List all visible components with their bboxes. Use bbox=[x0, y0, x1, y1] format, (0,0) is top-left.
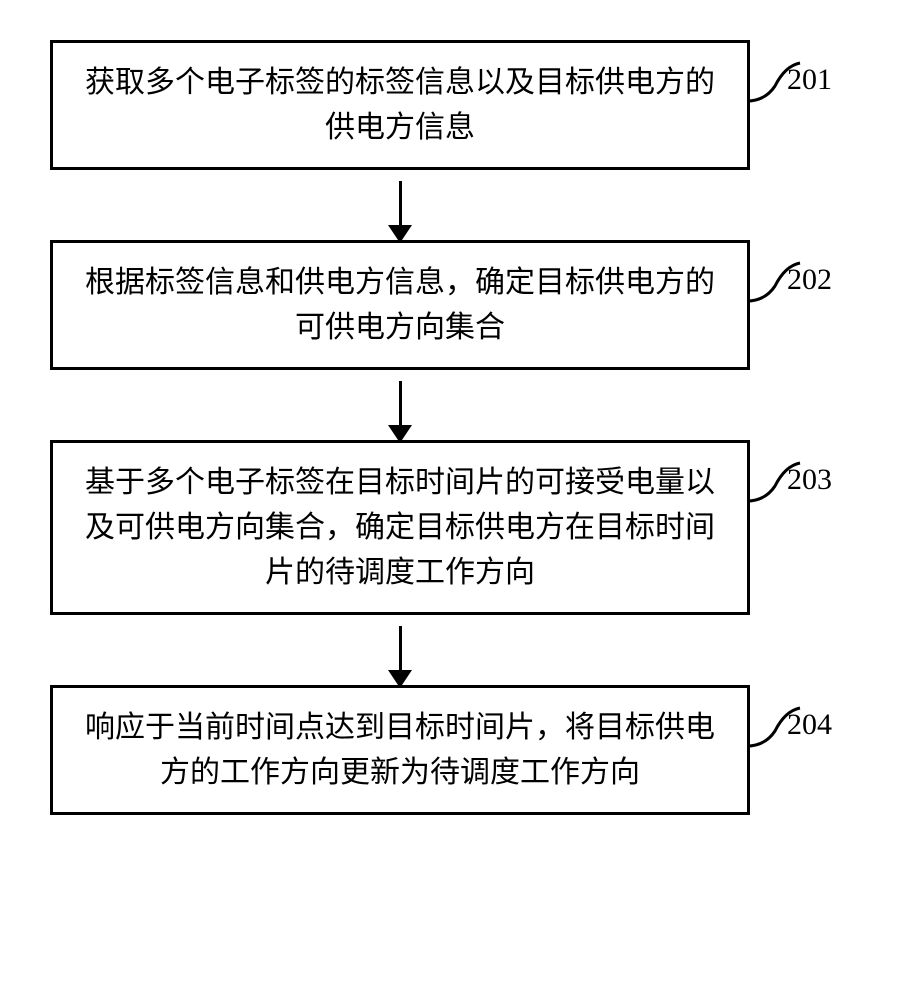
arrow-down-icon bbox=[399, 626, 402, 674]
step-box-203: 基于多个电子标签在目标时间片的可接受电量以及可供电方向集合，确定目标供电方在目标… bbox=[50, 440, 750, 615]
step-box-204: 响应于当前时间点达到目标时间片，将目标供电方的工作方向更新为待调度工作方向 20… bbox=[50, 685, 750, 815]
step-text: 基于多个电子标签在目标时间片的可接受电量以及可供电方向集合，确定目标供电方在目标… bbox=[83, 460, 717, 595]
step-text: 获取多个电子标签的标签信息以及目标供电方的供电方信息 bbox=[83, 60, 717, 150]
step-label: 203 bbox=[787, 463, 832, 497]
arrow-down-icon bbox=[399, 181, 402, 229]
step-box-202: 根据标签信息和供电方信息，确定目标供电方的可供电方向集合 202 bbox=[50, 240, 750, 370]
step-text: 响应于当前时间点达到目标时间片，将目标供电方的工作方向更新为待调度工作方向 bbox=[83, 705, 717, 795]
flowchart-container: 获取多个电子标签的标签信息以及目标供电方的供电方信息 201 根据标签信息和供电… bbox=[50, 40, 858, 815]
step-text: 根据标签信息和供电方信息，确定目标供电方的可供电方向集合 bbox=[83, 260, 717, 350]
arrow-down-icon bbox=[399, 381, 402, 429]
arrow-container bbox=[50, 170, 750, 240]
step-box-201: 获取多个电子标签的标签信息以及目标供电方的供电方信息 201 bbox=[50, 40, 750, 170]
step-label: 201 bbox=[787, 63, 832, 97]
arrow-container bbox=[50, 615, 750, 685]
step-label: 204 bbox=[787, 708, 832, 742]
arrow-container bbox=[50, 370, 750, 440]
step-label: 202 bbox=[787, 263, 832, 297]
